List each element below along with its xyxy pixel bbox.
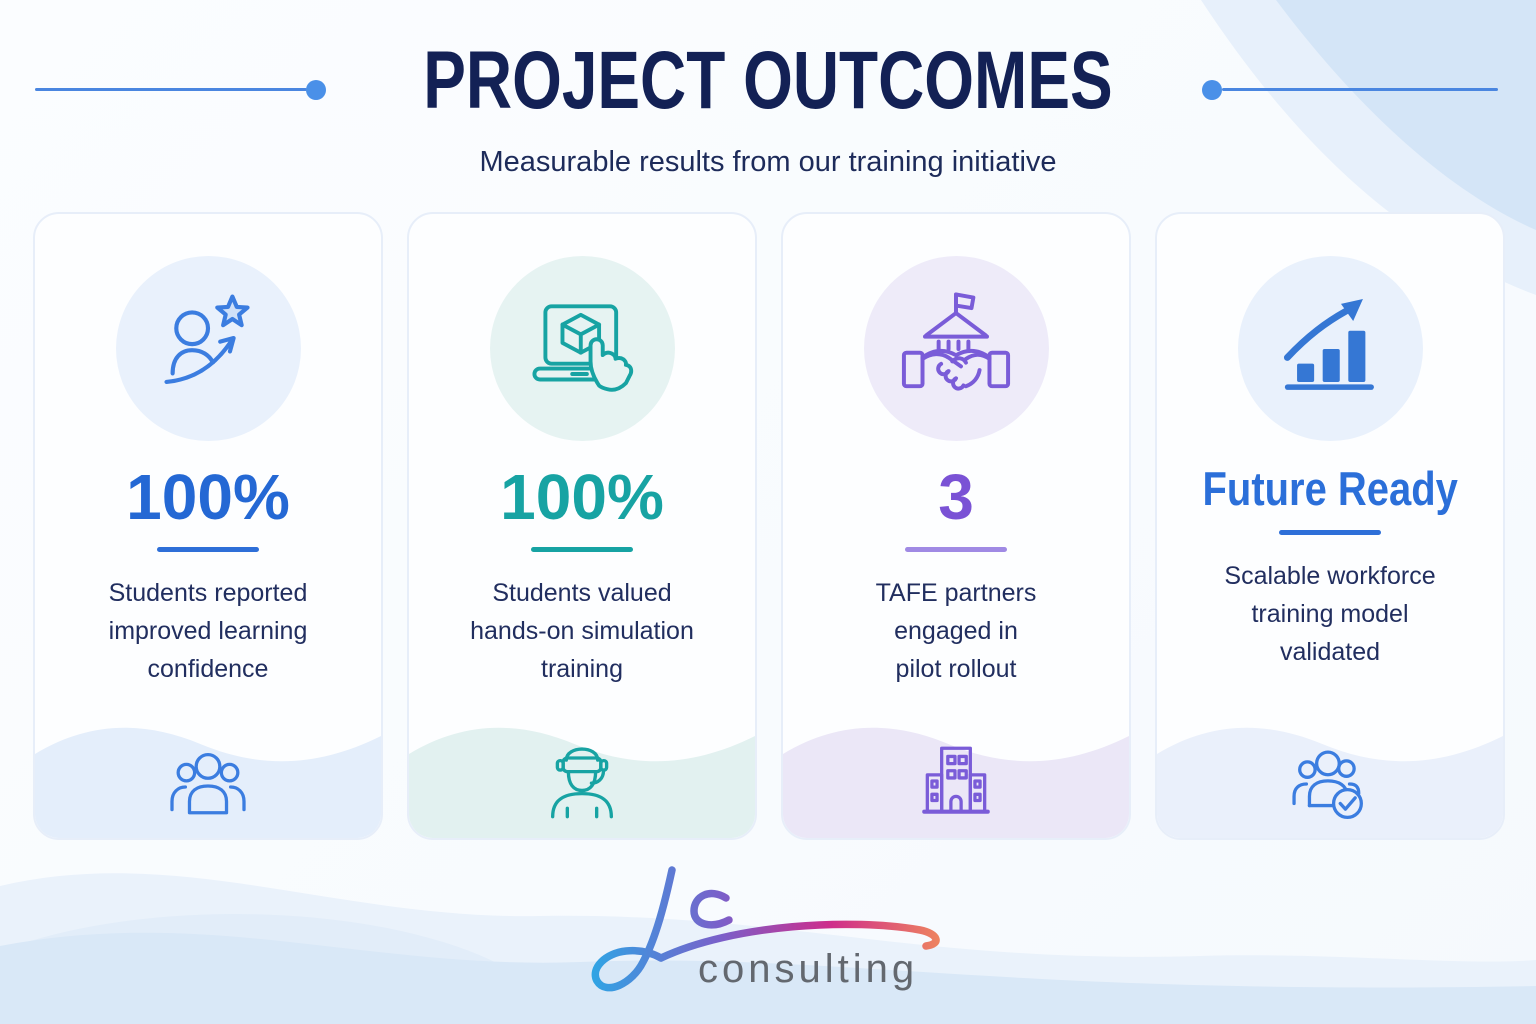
stat-description: TAFE partners engaged in pilot rollout [783,574,1129,688]
people-group-icon [164,750,252,822]
logo-word: consulting [698,947,918,991]
stat-value: 3 [938,461,974,533]
card-icon-circle [1237,256,1423,441]
stat-value: Future Ready [1202,462,1458,515]
laptop-3d-cube-touch-icon [532,303,634,392]
description-line: confidence [147,655,269,683]
stat-underline [157,547,259,552]
stat-underline [1279,530,1381,535]
description-line: Scalable workforce [1224,562,1436,590]
stat-underline [905,547,1007,552]
header-dot-left [306,80,326,100]
jc-script-icon: consulting [591,866,940,992]
description-line: training model [1251,600,1409,628]
card-footer-wave [1157,710,1503,838]
institution-handshake-icon [901,291,1011,391]
description-line: TAFE partners [875,579,1037,607]
card-icon-circle [489,256,675,441]
stat-value: 100% [500,461,664,533]
campus-building-icon [913,740,999,822]
card-icon-circle [115,256,301,441]
stat-description: Students valued hands-on simulation trai… [409,574,755,688]
card-future-ready: Future Ready Scalable workforce training… [1155,212,1505,840]
outcome-cards-row: 100% Students reported improved learning… [33,212,1505,840]
stat-underline [531,547,633,552]
card-footer-wave [35,710,381,838]
card-footer-wave [409,710,755,838]
description-line: Students reported [108,579,308,607]
card-footer-wave [783,710,1129,838]
stat-value: 100% [126,461,290,533]
header-line-right [1222,88,1498,91]
stat-description: Scalable workforce training model valida… [1157,557,1503,671]
header-line-left [35,88,307,91]
page-subtitle: Measurable results from our training ini… [479,146,1057,178]
card-simulation: 100% Students valued hands-on simulation… [407,212,757,840]
header-dot-right [1202,80,1222,100]
people-check-icon [1286,746,1374,822]
growth-bar-chart-icon [1283,298,1374,390]
stat-description: Students reported improved learning conf… [35,574,381,688]
page-title: PROJECT OUTCOMES [423,35,1113,126]
card-confidence: 100% Students reported improved learning… [33,212,383,840]
card-icon-circle [863,256,1049,441]
description-line: engaged in [894,617,1018,645]
card-partners: 3 TAFE partners engaged in pilot rollout [781,212,1131,840]
description-line: hands-on simulation [470,617,694,645]
description-line: Students valued [492,579,672,607]
description-line: validated [1279,638,1381,666]
description-line: training [541,655,623,683]
description-line: improved learning [108,617,308,645]
description-line: pilot rollout [895,655,1017,683]
jc-consulting-logo: consulting [548,858,988,1018]
vr-headset-person-icon [538,738,626,822]
person-growth-star-icon [164,293,250,384]
